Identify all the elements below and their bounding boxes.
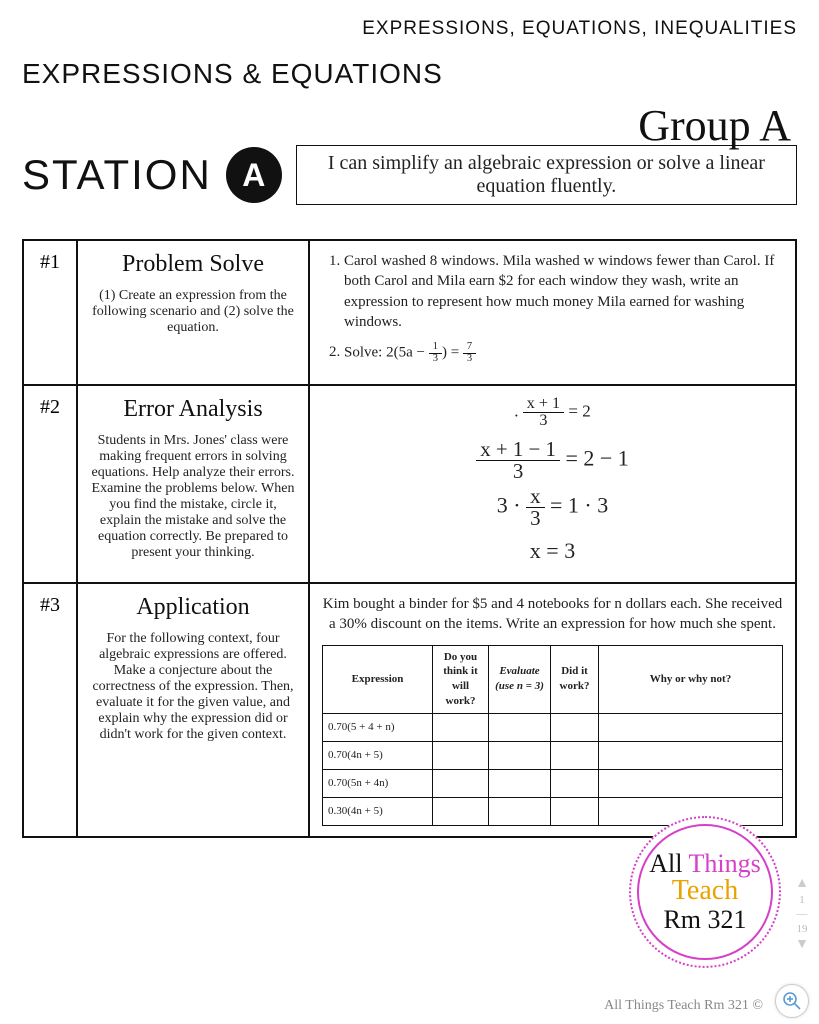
row-title: Application — [90, 594, 296, 621]
row-content: . x + 13 = 2 x + 1 − 13 = 2 − 1 3 · x3 =… — [309, 385, 796, 583]
row-desc-text: (1) Create an expression from the follow… — [92, 288, 294, 335]
row-title: Problem Solve — [90, 251, 296, 278]
station-row: STATION A I can simplify an algebraic ex… — [22, 145, 797, 205]
section-title: EXPRESSIONS & EQUATIONS — [22, 58, 797, 90]
row-number: #1 — [23, 240, 77, 385]
logo-line-2: Teach — [672, 875, 738, 907]
row-desc-text: Students in Mrs. Jones' class were makin… — [92, 433, 295, 560]
row-description: Problem Solve (1) Create an expression f… — [77, 240, 309, 385]
printed-equation: . x + 13 = 2 — [322, 396, 783, 429]
expression-table: Expression Do you think it will work? Ev… — [322, 645, 783, 826]
row-description: Error Analysis Students in Mrs. Jones' c… — [77, 385, 309, 583]
table-row: #2 Error Analysis Students in Mrs. Jones… — [23, 385, 796, 583]
row-number: #3 — [23, 583, 77, 837]
handwritten-work: x + 1 − 13 = 2 − 1 3 · x3 = 1 · 3 x = 3 — [322, 439, 783, 568]
page-total: 19 — [789, 922, 815, 936]
inner-row: 0.70(4n + 5) — [323, 742, 783, 770]
question-list: Carol washed 8 windows. Mila washed w wi… — [322, 251, 783, 364]
col-think: Do you think it will work? — [433, 645, 489, 713]
group-label: Group A — [22, 100, 791, 151]
row-number: #2 — [23, 385, 77, 583]
page-up-icon[interactable]: ▲ — [789, 875, 815, 893]
fraction: 73 — [463, 342, 476, 364]
activities-table: #1 Problem Solve (1) Create an expressio… — [22, 239, 797, 838]
page-current: 1 — [789, 893, 815, 907]
row-content: Kim bought a binder for $5 and 4 noteboo… — [309, 583, 796, 837]
page-down-icon[interactable]: ▼ — [789, 936, 815, 954]
row-content: Carol washed 8 windows. Mila washed w wi… — [309, 240, 796, 385]
question-1: Carol washed 8 windows. Mila washed w wi… — [344, 251, 783, 332]
topic-line: EXPRESSIONS, EQUATIONS, INEQUALITIES — [22, 18, 797, 40]
station-letter-badge: A — [226, 147, 282, 203]
row-description: Application For the following context, f… — [77, 583, 309, 837]
col-expression: Expression — [323, 645, 433, 713]
footer-credit: All Things Teach Rm 321 © — [604, 998, 763, 1014]
handwriting-line: x = 3 — [332, 533, 773, 568]
expr-cell: 0.30(4n + 5) — [323, 798, 433, 826]
magnify-plus-icon — [782, 991, 802, 1011]
handwriting-line: x + 1 − 13 = 2 − 1 — [332, 439, 773, 482]
col-why: Why or why not? — [599, 645, 783, 713]
page-sep: — — [789, 907, 815, 921]
station-word: STATION — [22, 151, 212, 199]
col-evaluate: Evaluate (use n = 3) — [489, 645, 551, 713]
zoom-button[interactable] — [775, 984, 809, 1018]
expr-cell: 0.70(4n + 5) — [323, 742, 433, 770]
table-row: #3 Application For the following context… — [23, 583, 796, 837]
context-text: Kim bought a binder for $5 and 4 noteboo… — [322, 594, 783, 635]
inner-row: 0.70(5 + 4 + n) — [323, 714, 783, 742]
inner-row: 0.70(5n + 4n) — [323, 770, 783, 798]
fraction: 13 — [429, 342, 442, 364]
expr-cell: 0.70(5n + 4n) — [323, 770, 433, 798]
handwriting-line: 3 · x3 = 1 · 3 — [332, 486, 773, 529]
question-2: Solve: 2(5a − 13) = 73 — [344, 342, 783, 364]
table-row: #1 Problem Solve (1) Create an expressio… — [23, 240, 796, 385]
i-can-statement: I can simplify an algebraic expression o… — [296, 145, 797, 205]
col-didwork: Did it work? — [551, 645, 599, 713]
expr-cell: 0.70(5 + 4 + n) — [323, 714, 433, 742]
worksheet-page: EXPRESSIONS, EQUATIONS, INEQUALITIES EXP… — [0, 0, 819, 838]
logo-line-3: Rm 321 — [663, 905, 746, 935]
page-indicator: ▲ 1 — 19 ▼ — [789, 875, 815, 954]
watermark-logo: All Things Teach Rm 321 — [629, 816, 781, 968]
row-title: Error Analysis — [90, 396, 296, 423]
row-desc-text: For the following context, four algebrai… — [92, 631, 293, 742]
inner-header-row: Expression Do you think it will work? Ev… — [323, 645, 783, 713]
